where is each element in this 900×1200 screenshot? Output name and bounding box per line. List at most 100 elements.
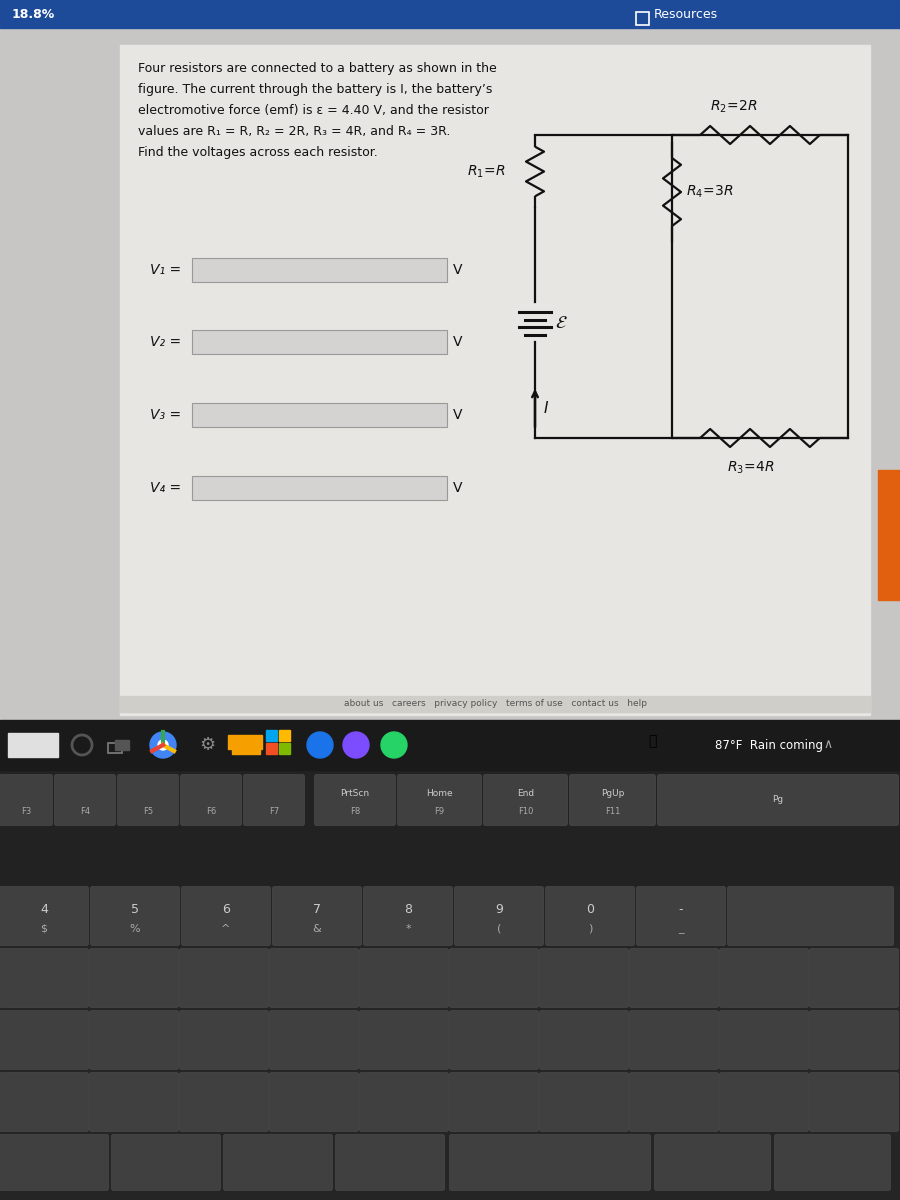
Text: F6: F6 <box>206 806 216 816</box>
FancyBboxPatch shape <box>359 1073 448 1132</box>
FancyBboxPatch shape <box>89 948 178 1008</box>
FancyBboxPatch shape <box>539 1010 628 1069</box>
Text: F3: F3 <box>21 806 32 816</box>
FancyBboxPatch shape <box>89 1073 178 1132</box>
Text: V: V <box>453 481 463 494</box>
Text: $R_1\!=\!R$: $R_1\!=\!R$ <box>467 163 506 180</box>
Bar <box>192 476 447 500</box>
Text: 8: 8 <box>404 902 412 916</box>
Text: 18.8%: 18.8% <box>12 7 55 20</box>
Text: $R_4\!=\!3R$: $R_4\!=\!3R$ <box>686 184 733 200</box>
Text: ^: ^ <box>221 924 230 934</box>
FancyBboxPatch shape <box>359 948 448 1008</box>
Text: F8: F8 <box>350 806 360 816</box>
FancyBboxPatch shape <box>775 1134 890 1190</box>
FancyBboxPatch shape <box>269 948 358 1008</box>
FancyBboxPatch shape <box>364 887 453 946</box>
FancyBboxPatch shape <box>118 774 178 826</box>
Text: F4: F4 <box>80 806 90 816</box>
Text: $: $ <box>40 924 48 934</box>
Bar <box>192 403 447 427</box>
Text: -: - <box>679 902 683 916</box>
Bar <box>0 770 900 886</box>
FancyBboxPatch shape <box>179 948 268 1008</box>
FancyBboxPatch shape <box>629 948 718 1008</box>
FancyBboxPatch shape <box>809 948 898 1008</box>
Text: 7: 7 <box>313 902 321 916</box>
FancyBboxPatch shape <box>658 774 898 826</box>
Text: figure. The current through the battery is I, the battery’s: figure. The current through the battery … <box>138 83 492 96</box>
FancyBboxPatch shape <box>0 948 88 1008</box>
Bar <box>636 12 649 25</box>
FancyBboxPatch shape <box>223 1134 332 1190</box>
FancyBboxPatch shape <box>398 774 482 826</box>
Text: V₃ =: V₃ = <box>150 408 181 422</box>
Bar <box>228 734 262 749</box>
Text: *: * <box>405 924 410 934</box>
FancyBboxPatch shape <box>809 1073 898 1132</box>
Bar <box>266 730 277 740</box>
FancyBboxPatch shape <box>636 887 725 946</box>
Text: End: End <box>517 790 534 798</box>
Circle shape <box>150 732 176 758</box>
FancyBboxPatch shape <box>570 774 655 826</box>
FancyBboxPatch shape <box>179 1073 268 1132</box>
FancyBboxPatch shape <box>719 1010 808 1069</box>
FancyBboxPatch shape <box>336 1134 445 1190</box>
Bar <box>0 28 900 720</box>
FancyBboxPatch shape <box>449 1134 651 1190</box>
Bar <box>115 740 129 750</box>
Text: F10: F10 <box>518 806 533 816</box>
FancyBboxPatch shape <box>454 887 544 946</box>
Text: F9: F9 <box>435 806 445 816</box>
FancyBboxPatch shape <box>91 887 179 946</box>
Bar <box>232 749 260 754</box>
FancyBboxPatch shape <box>0 1010 88 1069</box>
FancyBboxPatch shape <box>539 948 628 1008</box>
Bar <box>0 770 900 1200</box>
FancyBboxPatch shape <box>654 1134 770 1190</box>
Text: 6: 6 <box>222 902 230 916</box>
Bar <box>120 44 870 715</box>
FancyBboxPatch shape <box>182 887 271 946</box>
FancyBboxPatch shape <box>449 1073 538 1132</box>
Bar <box>878 470 900 600</box>
FancyBboxPatch shape <box>0 1073 88 1132</box>
FancyBboxPatch shape <box>719 1073 808 1132</box>
FancyBboxPatch shape <box>244 774 304 826</box>
Text: _: _ <box>679 924 684 934</box>
Text: 🌧: 🌧 <box>648 734 656 748</box>
Text: about us   careers   privacy policy   terms of use   contact us   help: about us careers privacy policy terms of… <box>344 700 646 708</box>
Text: V₂ =: V₂ = <box>150 335 181 349</box>
FancyBboxPatch shape <box>269 1073 358 1132</box>
Text: ): ) <box>588 924 592 934</box>
FancyBboxPatch shape <box>89 1010 178 1069</box>
Circle shape <box>343 732 369 758</box>
Text: 5: 5 <box>131 902 139 916</box>
Circle shape <box>307 732 333 758</box>
FancyBboxPatch shape <box>0 774 52 826</box>
Text: $I$: $I$ <box>543 400 549 416</box>
Text: $\mathcal{E}$: $\mathcal{E}$ <box>555 314 568 332</box>
Bar <box>120 696 870 712</box>
FancyBboxPatch shape <box>719 948 808 1008</box>
Text: &: & <box>312 924 321 934</box>
Text: electromotive force (emf) is ε = 4.40 V, and the resistor: electromotive force (emf) is ε = 4.40 V,… <box>138 104 489 116</box>
Circle shape <box>158 740 168 750</box>
FancyBboxPatch shape <box>449 1010 538 1069</box>
Text: PrtScn: PrtScn <box>340 790 370 798</box>
FancyBboxPatch shape <box>809 1010 898 1069</box>
Bar <box>192 258 447 282</box>
Bar <box>279 743 290 754</box>
FancyBboxPatch shape <box>179 1010 268 1069</box>
Bar <box>0 0 900 28</box>
FancyBboxPatch shape <box>539 1073 628 1132</box>
Text: $R_3\!=\!4R$: $R_3\!=\!4R$ <box>727 460 775 476</box>
Text: ⚙: ⚙ <box>199 736 215 754</box>
Bar <box>0 720 900 770</box>
FancyBboxPatch shape <box>0 887 88 946</box>
Text: (: ( <box>497 924 501 934</box>
FancyBboxPatch shape <box>112 1134 220 1190</box>
FancyBboxPatch shape <box>55 774 115 826</box>
FancyBboxPatch shape <box>269 1010 358 1069</box>
